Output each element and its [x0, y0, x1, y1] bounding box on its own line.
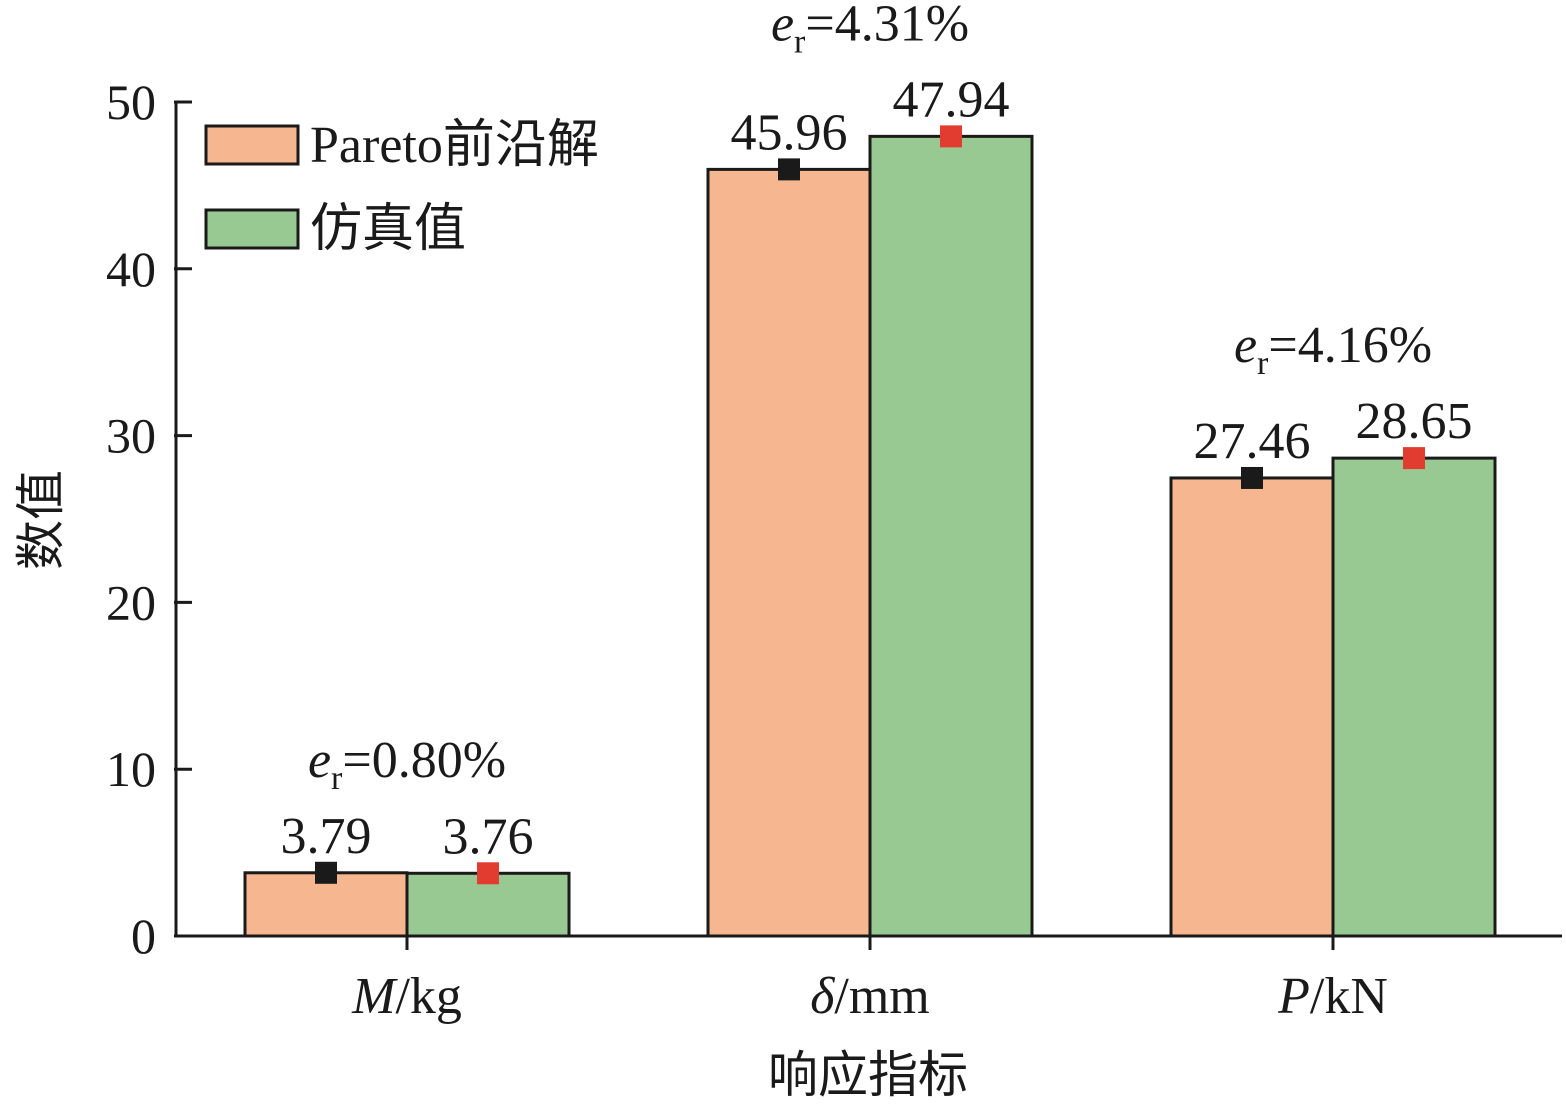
legend-swatch	[204, 208, 300, 250]
bar-marker	[778, 158, 800, 181]
axes: 0 10 20 30 40 50	[106, 74, 1562, 964]
y-axis-title: 数值	[13, 470, 69, 570]
x-category-label: δ/mm	[810, 968, 930, 1025]
bar-simulation	[1331, 456, 1497, 938]
error-label: er=4.31%	[771, 0, 969, 60]
y-tick-label: 20	[106, 574, 156, 630]
value-label: 28.65	[1356, 393, 1473, 450]
value-label: 47.94	[893, 71, 1010, 128]
value-label: 27.46	[1194, 413, 1311, 470]
value-label: 45.96	[731, 104, 848, 161]
error-label: er=0.80%	[308, 732, 506, 797]
x-axis-title: 响应指标	[768, 1047, 968, 1103]
bar-marker	[477, 862, 499, 885]
legend-label: 仿真值	[310, 201, 466, 258]
bar-marker	[940, 125, 962, 148]
bars	[243, 125, 1497, 938]
legend-label: Pareto前沿解	[310, 117, 599, 174]
x-category-label: M/kg	[351, 968, 462, 1025]
y-tick-label: 30	[106, 408, 156, 464]
x-category-label: P/kN	[1277, 968, 1388, 1025]
y-tick-label: 50	[106, 74, 156, 130]
value-label: 3.79	[281, 808, 372, 865]
bar-pareto	[1169, 476, 1335, 938]
value-label: 3.76	[443, 808, 534, 865]
y-tick-label: 0	[131, 908, 156, 964]
y-tick-label: 10	[106, 741, 156, 797]
bar-marker	[1403, 447, 1425, 470]
y-tick-label: 40	[106, 241, 156, 297]
bar-simulation	[868, 134, 1034, 938]
bar-pareto	[706, 167, 872, 938]
bar-marker	[1241, 466, 1263, 489]
error-label: er=4.16%	[1234, 317, 1432, 382]
data-labels: 3.79 3.76 er=0.80% M/kg 45.96 47.94 er=4.31% δ/…	[281, 0, 1473, 1025]
legend-swatch	[204, 124, 300, 166]
bar-marker	[315, 861, 337, 884]
